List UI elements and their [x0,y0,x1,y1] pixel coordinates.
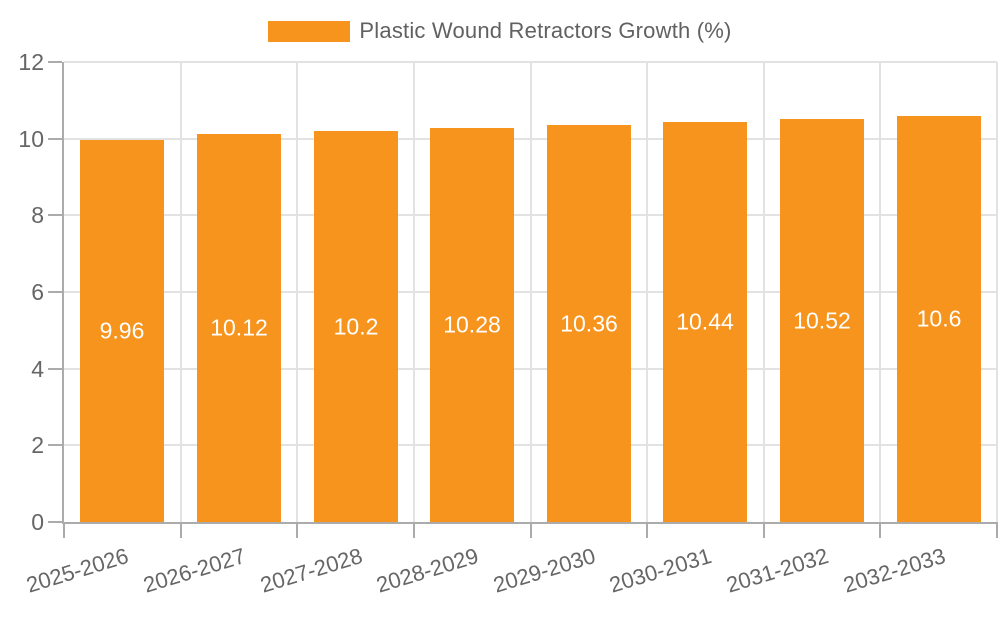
y-tick [48,444,62,447]
x-gridline [996,62,998,522]
x-gridline [879,62,882,522]
bar-2027-2028: 10.2 [314,131,398,522]
y-tick [48,61,62,63]
bar-2025-2026: 9.96 [80,140,164,522]
y-tick [48,367,62,370]
bar-value-label: 10.2 [333,313,379,339]
y-tick-label: 6 [31,279,44,305]
x-gridline [296,62,299,522]
x-gridline [529,62,532,522]
y-tick-label: 2 [31,432,44,459]
x-tick [996,522,998,538]
x-tick [529,522,532,538]
bar-2030-2031: 10.44 [663,122,747,522]
y-tick [48,137,62,140]
x-tick [412,522,415,538]
bar-value-label: 10.52 [793,307,851,333]
y-tick [48,521,62,523]
x-tick [296,522,299,538]
bar-2031-2032: 10.52 [780,119,864,522]
bar-2029-2030: 10.36 [547,125,631,522]
legend-label: Plastic Wound Retractors Growth (%) [359,18,732,43]
bar-value-label: 10.12 [210,314,268,341]
y-tick-label: 12 [18,49,44,75]
x-gridline [179,62,182,522]
bar-2032-2033: 10.6 [897,116,981,522]
legend: Plastic Wound Retractors Growth (%) [0,18,1000,44]
x-tick [762,522,765,538]
x-tick [879,522,882,538]
y-tick-label: 10 [18,125,44,152]
y-tick-label: 8 [31,202,44,229]
x-tick [179,522,182,538]
bar-2028-2029: 10.28 [430,128,514,522]
y-tick [48,214,62,217]
x-tick [63,522,65,538]
bar-value-label: 10.36 [560,310,618,336]
bar-value-label: 10.6 [916,305,962,332]
bar-chart: Plastic Wound Retractors Growth (%) 0 2 4 6… [0,18,1000,598]
plot-area: 0 2 4 6 8 10 12 9.96 10.12 10.2 10.28 10.36 10.44 10.… [18,49,998,598]
bar-value-label: 9.96 [99,317,145,344]
legend-swatch [268,20,351,42]
bar-value-label: 10.28 [443,311,501,338]
bar-value-label: 10.44 [676,308,734,335]
y-tick-label: 4 [31,355,44,382]
x-gridline [646,62,649,522]
x-gridline [412,62,415,522]
x-gridline [762,62,765,522]
bar-2026-2027: 10.12 [197,134,281,522]
x-tick [646,522,649,538]
y-tick [48,291,62,293]
y-tick-label: 0 [31,509,44,535]
